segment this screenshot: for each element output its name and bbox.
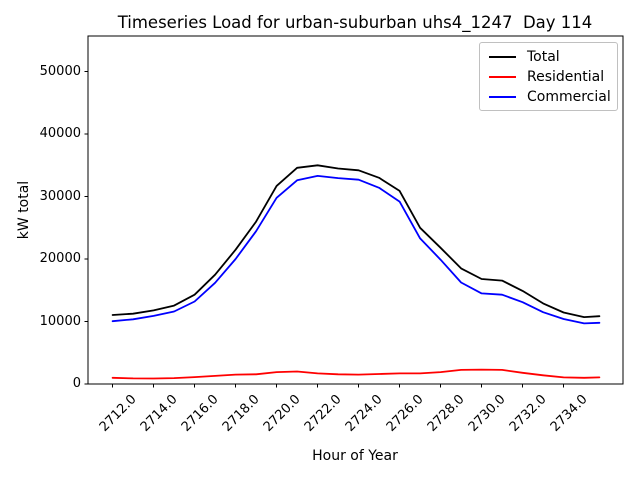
total-line-swatch-icon	[489, 56, 516, 58]
chart-title: Timeseries Load for urban-suburban uhs4_…	[117, 13, 593, 32]
y-tick-label: 40000	[39, 126, 81, 142]
legend-item-commercial: Commercial	[480, 87, 617, 107]
series-line-total	[111, 164, 601, 319]
legend-label: Residential	[527, 69, 605, 85]
legend-item-residential: Residential	[480, 67, 617, 87]
residential-line-swatch-icon	[489, 76, 516, 78]
series-line-commercial	[111, 174, 601, 325]
y-tick-label: 0	[72, 376, 81, 391]
legend-item-total: Total	[480, 47, 617, 67]
axes-frame	[87, 35, 624, 385]
y-tick-label: 30000	[39, 188, 81, 204]
legend-label: Commercial	[527, 89, 611, 105]
legend-label: Total	[527, 49, 560, 65]
y-tick-label: 20000	[39, 251, 81, 267]
y-tick-label: 10000	[39, 313, 81, 329]
x-axis-label: Hour of Year	[312, 448, 398, 464]
commercial-line-swatch-icon	[489, 96, 516, 98]
legend: Total Residential Commercial	[479, 42, 618, 111]
y-tick-label: 50000	[39, 63, 81, 79]
series-line-residential	[111, 368, 601, 380]
